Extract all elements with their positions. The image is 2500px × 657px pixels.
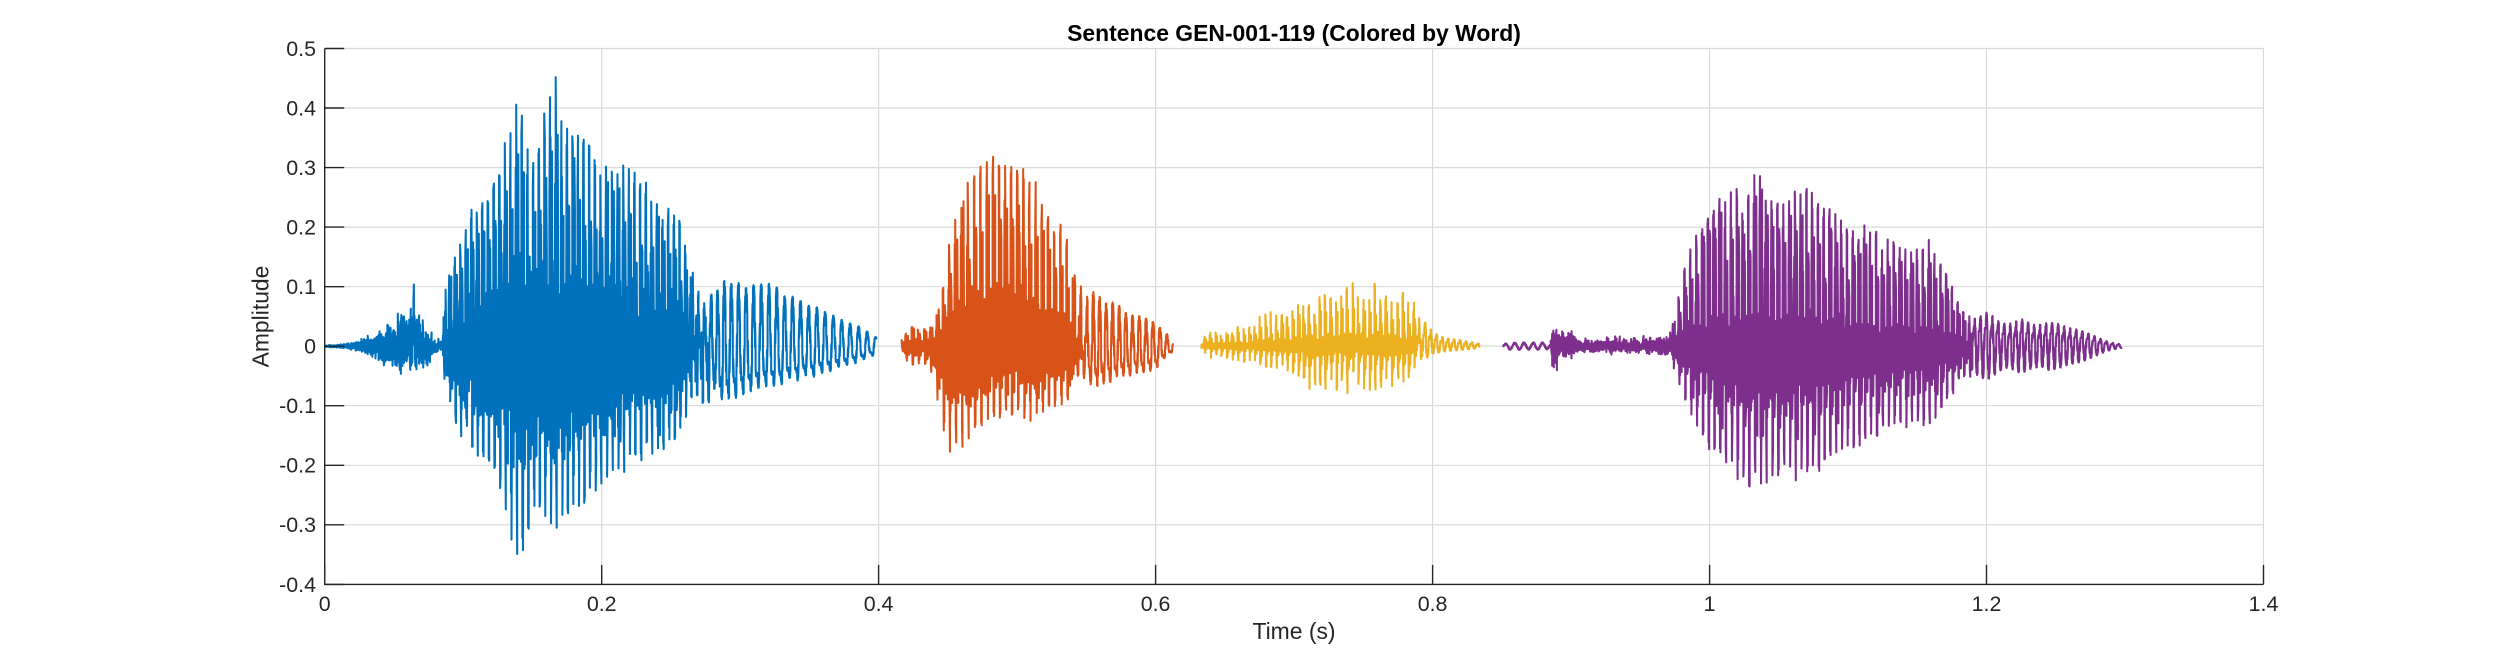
svg-text:0: 0 xyxy=(304,335,316,359)
svg-text:0.5: 0.5 xyxy=(286,37,316,61)
svg-text:-0.2: -0.2 xyxy=(279,454,316,478)
svg-text:Sentence GEN-001-119 (Colored: Sentence GEN-001-119 (Colored by Word) xyxy=(1067,20,1521,46)
svg-text:0.4: 0.4 xyxy=(286,96,316,120)
svg-text:1: 1 xyxy=(1704,592,1716,616)
svg-text:0.8: 0.8 xyxy=(1418,592,1448,616)
svg-text:0.2: 0.2 xyxy=(587,592,617,616)
svg-text:-0.1: -0.1 xyxy=(279,394,316,418)
svg-text:0: 0 xyxy=(319,592,331,616)
svg-text:Time (s): Time (s) xyxy=(1252,618,1335,644)
svg-text:-0.4: -0.4 xyxy=(279,573,316,597)
svg-text:0.2: 0.2 xyxy=(286,216,316,240)
svg-text:0.3: 0.3 xyxy=(286,156,316,180)
svg-text:Amplitude: Amplitude xyxy=(248,266,274,368)
svg-text:0.6: 0.6 xyxy=(1141,592,1171,616)
svg-text:-0.3: -0.3 xyxy=(279,513,316,537)
svg-text:1.4: 1.4 xyxy=(2249,592,2279,616)
svg-text:1.2: 1.2 xyxy=(1972,592,2002,616)
svg-text:0.1: 0.1 xyxy=(286,275,316,299)
svg-text:0.4: 0.4 xyxy=(864,592,894,616)
